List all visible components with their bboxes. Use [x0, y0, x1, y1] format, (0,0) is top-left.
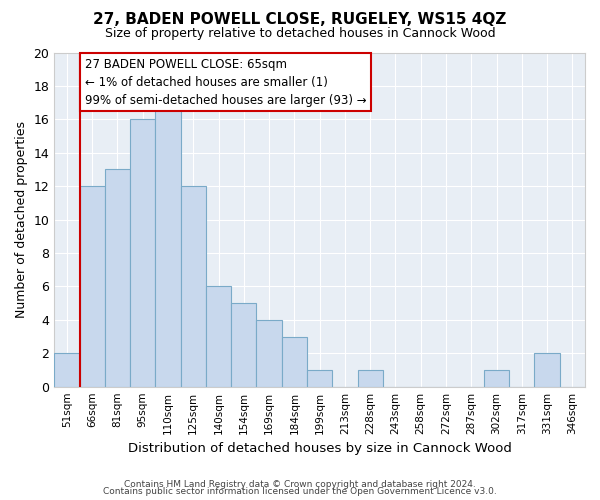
- Bar: [155, 102, 181, 387]
- Bar: [282, 336, 307, 386]
- Text: Contains public sector information licensed under the Open Government Licence v3: Contains public sector information licen…: [103, 488, 497, 496]
- Bar: [206, 286, 231, 386]
- Bar: [231, 303, 256, 386]
- X-axis label: Distribution of detached houses by size in Cannock Wood: Distribution of detached houses by size …: [128, 442, 512, 455]
- Bar: [181, 186, 206, 386]
- Bar: [105, 170, 130, 386]
- Bar: [54, 354, 80, 386]
- Bar: [256, 320, 282, 386]
- Bar: [307, 370, 332, 386]
- Text: Size of property relative to detached houses in Cannock Wood: Size of property relative to detached ho…: [104, 28, 496, 40]
- Text: 27 BADEN POWELL CLOSE: 65sqm
← 1% of detached houses are smaller (1)
99% of semi: 27 BADEN POWELL CLOSE: 65sqm ← 1% of det…: [85, 58, 366, 106]
- Bar: [484, 370, 509, 386]
- Bar: [80, 186, 105, 386]
- Y-axis label: Number of detached properties: Number of detached properties: [15, 121, 28, 318]
- Text: Contains HM Land Registry data © Crown copyright and database right 2024.: Contains HM Land Registry data © Crown c…: [124, 480, 476, 489]
- Text: 27, BADEN POWELL CLOSE, RUGELEY, WS15 4QZ: 27, BADEN POWELL CLOSE, RUGELEY, WS15 4Q…: [94, 12, 506, 28]
- Bar: [130, 120, 155, 386]
- Bar: [358, 370, 383, 386]
- Bar: [535, 354, 560, 386]
